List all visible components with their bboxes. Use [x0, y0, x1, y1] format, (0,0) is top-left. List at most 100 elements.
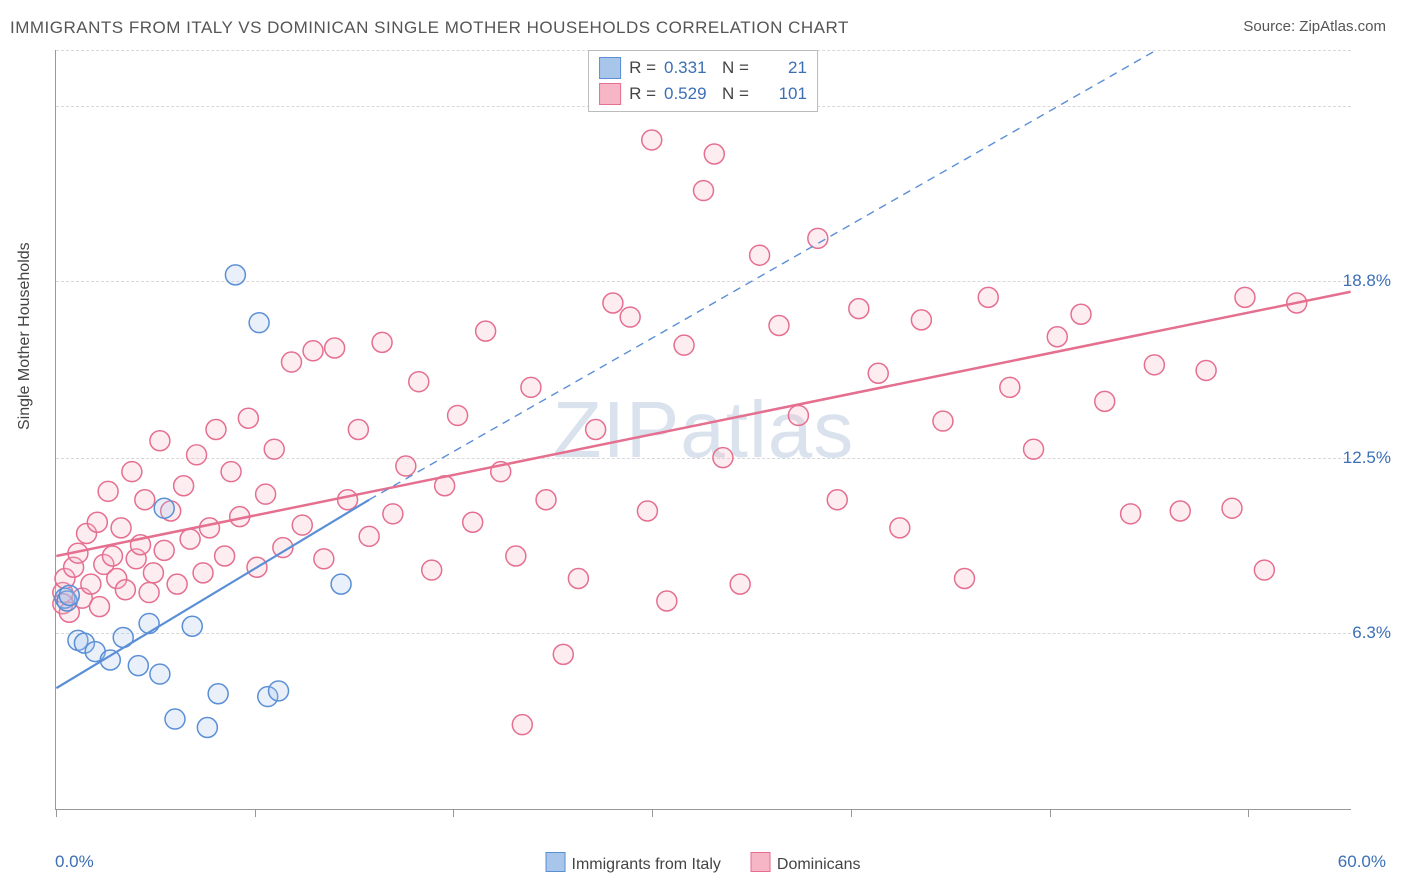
data-point — [603, 293, 623, 313]
legend-item-italy: Immigrants from Italy — [546, 852, 721, 874]
data-point — [154, 540, 174, 560]
data-point — [115, 580, 135, 600]
data-point — [868, 363, 888, 383]
r-value-dominican: 0.529 — [664, 81, 714, 107]
data-point — [512, 715, 532, 735]
data-point — [674, 335, 694, 355]
trend-line-italy-extrapolated — [369, 50, 1156, 500]
data-point — [422, 560, 442, 580]
data-point — [1095, 391, 1115, 411]
data-point — [200, 518, 220, 538]
data-point — [849, 299, 869, 319]
data-point — [704, 144, 724, 164]
data-point — [135, 490, 155, 510]
data-point — [303, 341, 323, 361]
data-point — [331, 574, 351, 594]
data-point — [90, 597, 110, 617]
r-value-italy: 0.331 — [664, 55, 714, 81]
x-tick — [851, 809, 852, 817]
source-attribution: Source: ZipAtlas.com — [1243, 18, 1386, 35]
n-label: N = — [722, 81, 749, 107]
data-point — [221, 462, 241, 482]
data-point — [808, 228, 828, 248]
chart-title: IMMIGRANTS FROM ITALY VS DOMINICAN SINGL… — [10, 18, 849, 38]
data-point — [657, 591, 677, 611]
data-point — [215, 546, 235, 566]
data-point — [59, 585, 79, 605]
data-point — [174, 476, 194, 496]
data-point — [225, 265, 245, 285]
x-tick — [453, 809, 454, 817]
n-value-italy: 21 — [757, 55, 807, 81]
data-point — [383, 504, 403, 524]
n-label: N = — [722, 55, 749, 81]
data-point — [128, 656, 148, 676]
data-point — [372, 332, 392, 352]
data-point — [769, 316, 789, 336]
data-point — [1254, 560, 1274, 580]
data-point — [1071, 304, 1091, 324]
data-point — [249, 313, 269, 333]
data-point — [193, 563, 213, 583]
data-point — [409, 372, 429, 392]
data-point — [281, 352, 301, 372]
data-point — [314, 549, 334, 569]
data-point — [187, 445, 207, 465]
data-point — [208, 684, 228, 704]
data-point — [890, 518, 910, 538]
x-tick — [1050, 809, 1051, 817]
x-tick-max: 60.0% — [1338, 852, 1386, 872]
data-point — [521, 377, 541, 397]
data-point — [98, 481, 118, 501]
data-point — [1196, 360, 1216, 380]
data-point — [1121, 504, 1141, 524]
data-point — [1235, 287, 1255, 307]
data-point — [933, 411, 953, 431]
data-point — [396, 456, 416, 476]
data-point — [1000, 377, 1020, 397]
data-point — [463, 512, 483, 532]
data-point — [122, 462, 142, 482]
data-point — [102, 546, 122, 566]
data-point — [139, 613, 159, 633]
data-point — [269, 681, 289, 701]
data-point — [788, 405, 808, 425]
stats-legend-box: R = 0.331 N = 21 R = 0.529 N = 101 — [588, 50, 818, 112]
data-point — [165, 709, 185, 729]
legend-item-dominican: Dominicans — [751, 852, 861, 874]
legend-swatch-dominican-icon — [751, 852, 771, 872]
legend-swatch-italy — [599, 57, 621, 79]
bottom-legend: Immigrants from Italy Dominicans — [546, 852, 861, 874]
data-point — [238, 408, 258, 428]
scatter-svg — [56, 50, 1351, 809]
data-point — [206, 420, 226, 440]
data-point — [911, 310, 931, 330]
data-point — [150, 664, 170, 684]
data-point — [637, 501, 657, 521]
data-point — [338, 490, 358, 510]
source-link[interactable]: ZipAtlas.com — [1299, 18, 1386, 35]
data-point — [1222, 498, 1242, 518]
data-point — [256, 484, 276, 504]
data-point — [111, 518, 131, 538]
r-label: R = — [629, 55, 656, 81]
data-point — [180, 529, 200, 549]
data-point — [506, 546, 526, 566]
stats-row-dominican: R = 0.529 N = 101 — [599, 81, 807, 107]
plot-area: ZIPatlas — [55, 50, 1351, 810]
data-point — [586, 420, 606, 440]
x-tick — [56, 809, 57, 817]
data-point — [536, 490, 556, 510]
data-point — [553, 644, 573, 664]
legend-label-dominican: Dominicans — [777, 856, 861, 873]
data-point — [568, 569, 588, 589]
data-point — [325, 338, 345, 358]
x-tick — [255, 809, 256, 817]
data-point — [1024, 439, 1044, 459]
data-point — [150, 431, 170, 451]
data-point — [730, 574, 750, 594]
x-tick — [652, 809, 653, 817]
legend-swatch-italy-icon — [546, 852, 566, 872]
data-point — [620, 307, 640, 327]
data-point — [154, 498, 174, 518]
